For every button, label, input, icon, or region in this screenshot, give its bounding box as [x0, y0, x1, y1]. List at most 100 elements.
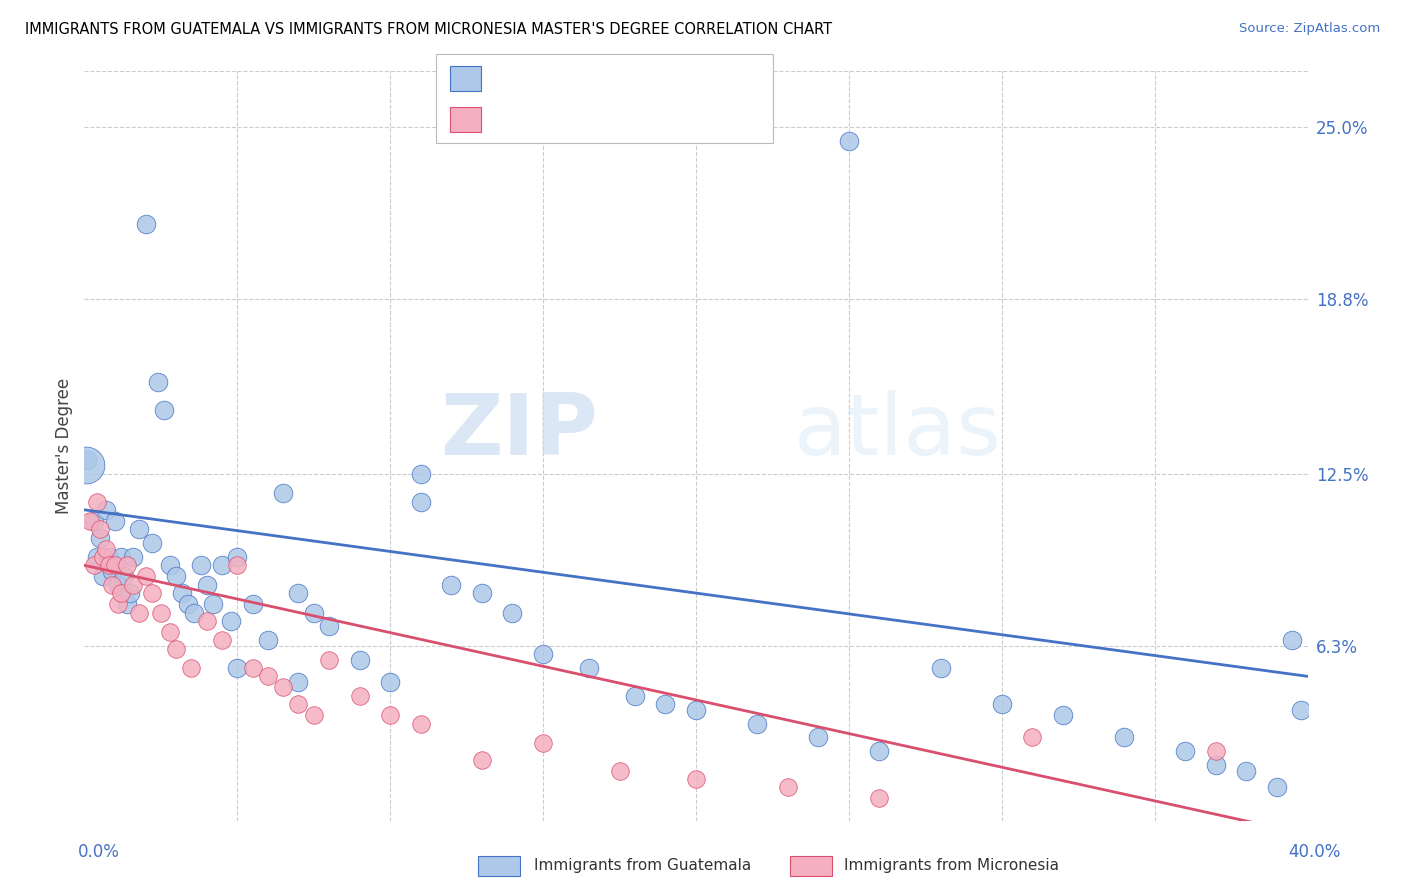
Point: [94, 541, 117, 556]
Point: [89, 531, 111, 545]
Point: [122, 549, 145, 564]
Point: [128, 522, 150, 536]
Point: [409, 716, 432, 731]
Point: [86, 549, 108, 564]
Point: [107, 578, 129, 592]
Point: [287, 697, 309, 711]
Point: [624, 689, 647, 703]
Point: [115, 597, 138, 611]
Text: N =: N =: [593, 112, 623, 127]
Point: [101, 578, 124, 592]
Text: R =: R =: [489, 112, 517, 127]
Point: [1205, 758, 1227, 772]
Point: [685, 703, 707, 717]
Text: R =: R =: [489, 71, 517, 86]
Point: [165, 641, 187, 656]
Point: [257, 669, 280, 683]
Text: N =: N =: [593, 71, 623, 86]
Point: [271, 486, 294, 500]
Point: [380, 708, 402, 723]
Point: [83, 514, 105, 528]
Point: [838, 134, 860, 148]
Point: [349, 689, 371, 703]
Point: [219, 614, 242, 628]
Point: [409, 467, 432, 481]
Point: [654, 697, 676, 711]
Point: [471, 753, 494, 767]
Point: [226, 549, 249, 564]
Point: [177, 597, 200, 611]
Text: Immigrants from Guatemala: Immigrants from Guatemala: [534, 858, 752, 872]
Point: [685, 772, 707, 786]
Point: [318, 653, 340, 667]
Point: [1281, 633, 1303, 648]
Text: IMMIGRANTS FROM GUATEMALA VS IMMIGRANTS FROM MICRONESIA MASTER'S DEGREE CORRELAT: IMMIGRANTS FROM GUATEMALA VS IMMIGRANTS …: [25, 22, 832, 37]
Point: [807, 731, 830, 745]
Point: [86, 494, 108, 508]
Point: [195, 578, 218, 592]
Point: [107, 597, 129, 611]
Point: [110, 549, 132, 564]
Point: [146, 375, 169, 389]
Point: [120, 586, 142, 600]
Point: [159, 558, 181, 573]
Text: Immigrants from Micronesia: Immigrants from Micronesia: [844, 858, 1059, 872]
Point: [201, 597, 224, 611]
Y-axis label: Master's Degree: Master's Degree: [55, 378, 73, 514]
Point: [180, 661, 202, 675]
Point: [122, 578, 145, 592]
Point: [128, 606, 150, 620]
Point: [195, 614, 218, 628]
Point: [101, 564, 124, 578]
Point: [226, 558, 249, 573]
Point: [115, 558, 138, 573]
Point: [1265, 780, 1288, 795]
Point: [349, 653, 371, 667]
Point: [104, 558, 127, 573]
Text: 65: 65: [630, 71, 651, 86]
Point: [531, 736, 554, 750]
Point: [79, 514, 101, 528]
Point: [135, 217, 157, 231]
Point: [287, 586, 309, 600]
Point: [91, 569, 114, 583]
Text: atlas: atlas: [794, 390, 1002, 473]
Point: [287, 674, 309, 689]
Point: [776, 780, 799, 795]
Point: [1114, 731, 1136, 745]
Point: [89, 522, 111, 536]
Point: [302, 708, 325, 723]
Point: [242, 661, 264, 675]
Point: [149, 606, 172, 620]
Point: [929, 661, 952, 675]
Point: [97, 558, 120, 573]
Text: 40.0%: 40.0%: [1288, 843, 1341, 861]
Point: [1205, 744, 1227, 758]
Point: [242, 597, 264, 611]
Text: Source: ZipAtlas.com: Source: ZipAtlas.com: [1240, 22, 1381, 36]
Text: 40: 40: [630, 112, 651, 127]
Text: -0.309: -0.309: [523, 71, 578, 86]
Text: ZIP: ZIP: [440, 390, 598, 473]
Point: [83, 558, 105, 573]
Point: [609, 764, 631, 778]
Point: [91, 549, 114, 564]
Point: [104, 514, 127, 528]
Point: [141, 536, 163, 550]
Point: [1052, 708, 1074, 723]
Point: [211, 633, 233, 648]
Point: [409, 494, 432, 508]
Point: [502, 606, 524, 620]
Point: [440, 578, 463, 592]
Point: [471, 586, 494, 600]
Point: [1236, 764, 1258, 778]
Point: [271, 681, 294, 695]
Point: [141, 586, 163, 600]
Point: [869, 791, 891, 805]
Point: [112, 569, 135, 583]
Point: [211, 558, 233, 573]
Point: [380, 674, 402, 689]
Point: [991, 697, 1014, 711]
Point: [97, 549, 120, 564]
Point: [172, 586, 194, 600]
